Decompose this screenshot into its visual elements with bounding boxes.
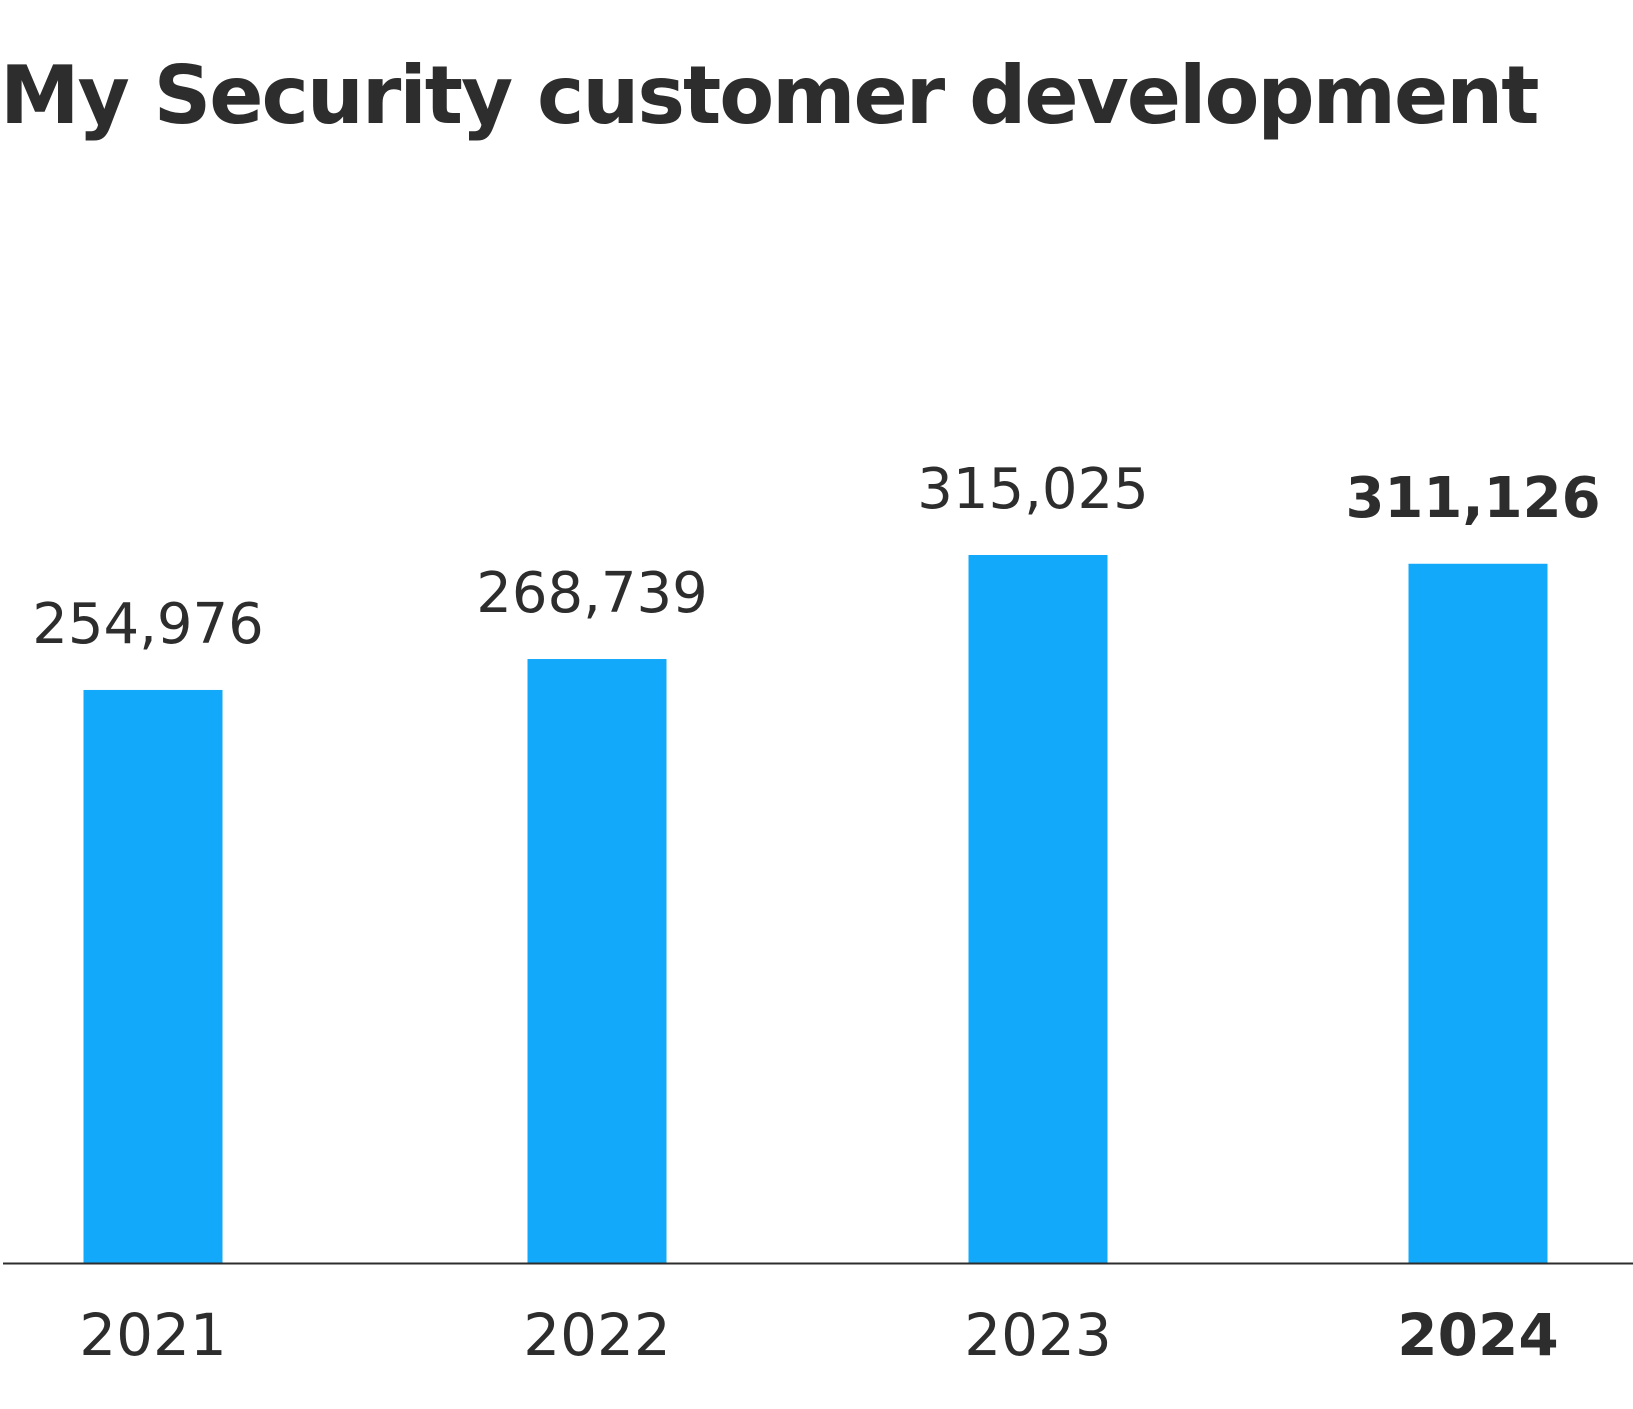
category-label-2024: 2024 xyxy=(1397,1301,1558,1369)
bar-2024 xyxy=(1408,563,1548,1263)
value-label-2022: 268,739 xyxy=(476,561,708,626)
category-label-2021: 2021 xyxy=(79,1301,227,1369)
bars-group xyxy=(83,555,1548,1263)
value-labels-group: 254,976 268,739 315,025 311,126 xyxy=(32,457,1600,657)
bar-2023 xyxy=(968,555,1108,1263)
category-labels-group: 2021 2022 2023 2024 xyxy=(79,1301,1559,1369)
chart-title: My Security customer development xyxy=(0,49,1539,142)
value-label-2021: 254,976 xyxy=(32,592,264,657)
category-label-2022: 2022 xyxy=(523,1301,671,1369)
category-label-2023: 2023 xyxy=(964,1301,1112,1369)
value-label-2024: 311,126 xyxy=(1345,466,1600,531)
bar-2022 xyxy=(527,659,667,1263)
bar-2021 xyxy=(83,689,223,1263)
value-label-2023: 315,025 xyxy=(917,457,1149,522)
